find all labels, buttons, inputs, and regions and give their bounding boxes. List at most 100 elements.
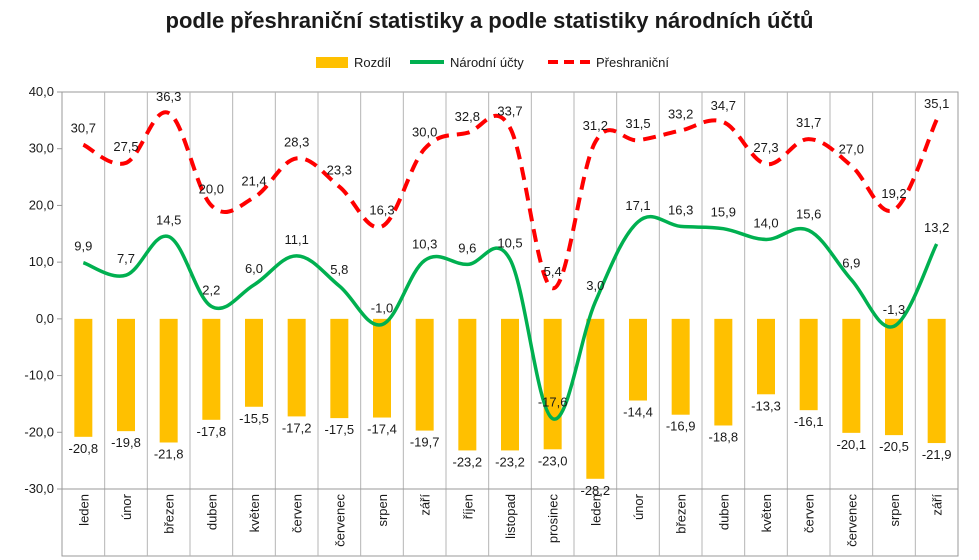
data-label-preshranicni: 27,5 [113, 139, 138, 154]
y-tick-label: -10,0 [24, 368, 54, 383]
lines [82, 110, 939, 421]
x-category-label: prosinec [546, 494, 561, 544]
x-category-label: srpen [375, 494, 390, 527]
x-category-label: červen [802, 494, 817, 533]
data-label-narodni-ucty: 6,0 [245, 261, 263, 276]
data-label-preshranicni: 5,4 [544, 264, 562, 279]
bar-rozdil [330, 318, 349, 419]
x-category-label: říjen [460, 494, 475, 519]
x-category-label: únor [631, 493, 646, 520]
x-category-label: září [418, 494, 433, 516]
bar-rozdil [799, 318, 818, 411]
data-label-preshranicni: 31,2 [583, 118, 608, 133]
x-category-label: leden [588, 494, 603, 526]
legend-label-narodni-ucty: Národní účty [450, 55, 524, 70]
data-label-preshranicni: 30,0 [412, 125, 437, 140]
bar-rozdil [629, 318, 647, 401]
data-label-rozdil: -16,9 [666, 419, 696, 434]
data-label-preshranicni: 28,3 [284, 134, 309, 149]
bar-rozdil [927, 318, 946, 444]
data-label-rozdil: -20,1 [837, 437, 867, 452]
bar-rozdil [373, 318, 391, 418]
data-label-narodni-ucty: -1,0 [371, 301, 393, 316]
x-category-label: březen [674, 494, 689, 534]
legend-label-rozdil: Rozdíl [354, 55, 391, 70]
data-label-rozdil: -15,5 [239, 411, 269, 426]
data-label-preshranicni: 20,0 [199, 181, 224, 196]
data-label-narodni-ucty: 14,0 [753, 215, 778, 230]
data-label-narodni-ucty: -1,3 [883, 302, 905, 317]
x-axis: leden únor březen duben květen červen červenec… [76, 493, 944, 546]
x-category-label: listopad [503, 494, 518, 539]
data-label-rozdil: -19,8 [111, 435, 141, 450]
data-label-preshranicni: 27,3 [753, 140, 778, 155]
data-label-rozdil: -23,0 [538, 453, 568, 468]
plot-frame [61, 91, 959, 557]
x-category-label: červenec [332, 494, 347, 547]
bar-rozdil [586, 318, 605, 479]
data-label-rozdil: -13,3 [751, 398, 781, 413]
data-label-rozdil: -23,2 [453, 454, 483, 469]
legend-label-preshranicni: Přeshraniční [596, 55, 669, 70]
data-label-rozdil: -19,7 [410, 435, 440, 450]
data-label-rozdil: -16,1 [794, 414, 824, 429]
data-label-rozdil: -17,8 [197, 424, 227, 439]
data-label-preshranicni: 27,0 [839, 142, 864, 157]
data-label-preshranicni: 30,7 [71, 121, 96, 136]
line-preshranicni [82, 110, 939, 291]
data-label-rozdil: -20,8 [69, 441, 99, 456]
x-category-label: září [930, 494, 945, 516]
data-label-narodni-ucty: 15,9 [711, 205, 736, 220]
data-label-narodni-ucty: 15,6 [796, 206, 821, 221]
bar-rozdil [842, 318, 861, 433]
data-label-narodni-ucty: 10,5 [497, 235, 522, 250]
data-label-preshranicni: 36,3 [156, 89, 181, 104]
data-label-narodni-ucty: 2,2 [202, 282, 220, 297]
data-label-narodni-ucty: 11,1 [284, 232, 308, 247]
data-label-rozdil: -21,8 [154, 446, 184, 461]
data-label-preshranicni: 32,8 [455, 109, 480, 124]
y-axis: 40,0 30,0 20,0 10,0 0,0 -10,0 -20,0 -30,0 [24, 84, 62, 496]
bar-rozdil [415, 318, 434, 431]
legend-swatch-rozdil [316, 57, 348, 68]
data-label-narodni-ucty: 16,3 [668, 202, 693, 217]
x-category-label: březen [162, 494, 177, 534]
chart-title: podle přeshraniční statistiky a podle st… [165, 8, 814, 33]
y-tick-label: 0,0 [36, 311, 54, 326]
data-label-narodni-ucty: 7,7 [117, 251, 135, 266]
data-label-rozdil: -14,4 [623, 405, 653, 420]
data-labels: -20,8 -19,8 -21,8 -17,8 -15,5 -17,2 -17,5 -17,4… [69, 89, 952, 498]
y-tick-label: 10,0 [29, 254, 54, 269]
x-category-label: leden [76, 494, 91, 526]
bar-rozdil [885, 318, 903, 436]
bar-rozdil [287, 318, 306, 417]
data-label-narodni-ucty: 10,3 [412, 236, 437, 251]
data-label-preshranicni: 19,2 [881, 186, 906, 201]
x-category-label: duben [204, 494, 219, 530]
data-label-rozdil: -28,2 [581, 483, 611, 498]
data-label-narodni-ucty: 13,2 [924, 220, 949, 235]
data-label-preshranicni: 33,2 [668, 107, 693, 122]
data-label-narodni-ucty: 14,5 [156, 213, 181, 228]
data-label-preshranicni: 23,3 [327, 163, 352, 178]
data-label-preshranicni: 21,4 [241, 173, 266, 188]
plot-border [61, 91, 959, 557]
x-category-label: květen [759, 494, 774, 532]
data-label-narodni-ucty: -17,6 [538, 395, 568, 410]
data-label-rozdil: -17,4 [367, 422, 397, 437]
data-label-narodni-ucty: 17,1 [625, 198, 650, 213]
data-label-rozdil: -17,5 [325, 422, 355, 437]
x-category-label: červenec [844, 494, 859, 547]
x-category-label: květen [247, 494, 262, 532]
data-label-rozdil: -18,8 [709, 429, 739, 444]
bar-rozdil [245, 318, 263, 407]
data-label-preshranicni: 34,7 [711, 98, 736, 113]
y-tick-label: -20,0 [24, 424, 54, 439]
y-tick-label: 30,0 [29, 141, 54, 156]
data-label-narodni-ucty: 9,9 [74, 239, 92, 254]
data-label-rozdil: -23,2 [495, 454, 525, 469]
data-label-rozdil: -21,9 [922, 447, 952, 462]
data-label-preshranicni: 31,7 [796, 115, 821, 130]
bar-rozdil [117, 318, 135, 432]
